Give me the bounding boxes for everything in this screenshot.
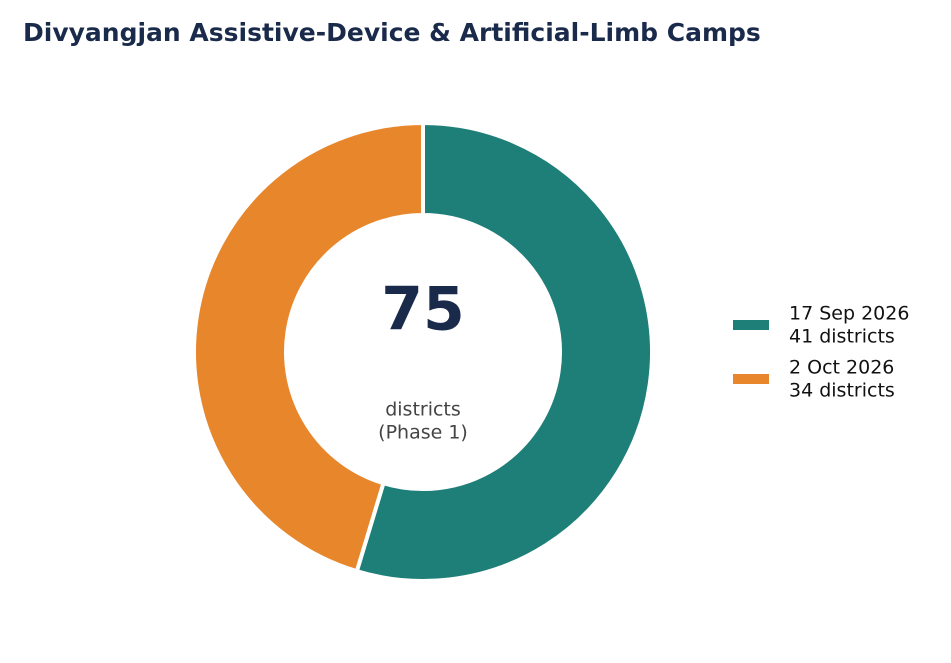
legend-label: 17 Sep 2026: [789, 303, 909, 325]
donut-slice: [192, 120, 425, 574]
center-label: (Phase 1): [378, 422, 468, 444]
legend-label: 2 Oct 2026: [789, 357, 894, 379]
center-value: 75: [381, 275, 465, 345]
legend-value: 41 districts: [789, 326, 895, 348]
center-label: districts: [385, 399, 461, 421]
legend-swatch: [733, 374, 769, 384]
chart-title: Divyangjan Assistive-Device & Artificial…: [23, 18, 761, 47]
legend-swatch: [733, 320, 769, 330]
donut-slice: [354, 120, 654, 583]
legend-value: 34 districts: [789, 380, 895, 402]
